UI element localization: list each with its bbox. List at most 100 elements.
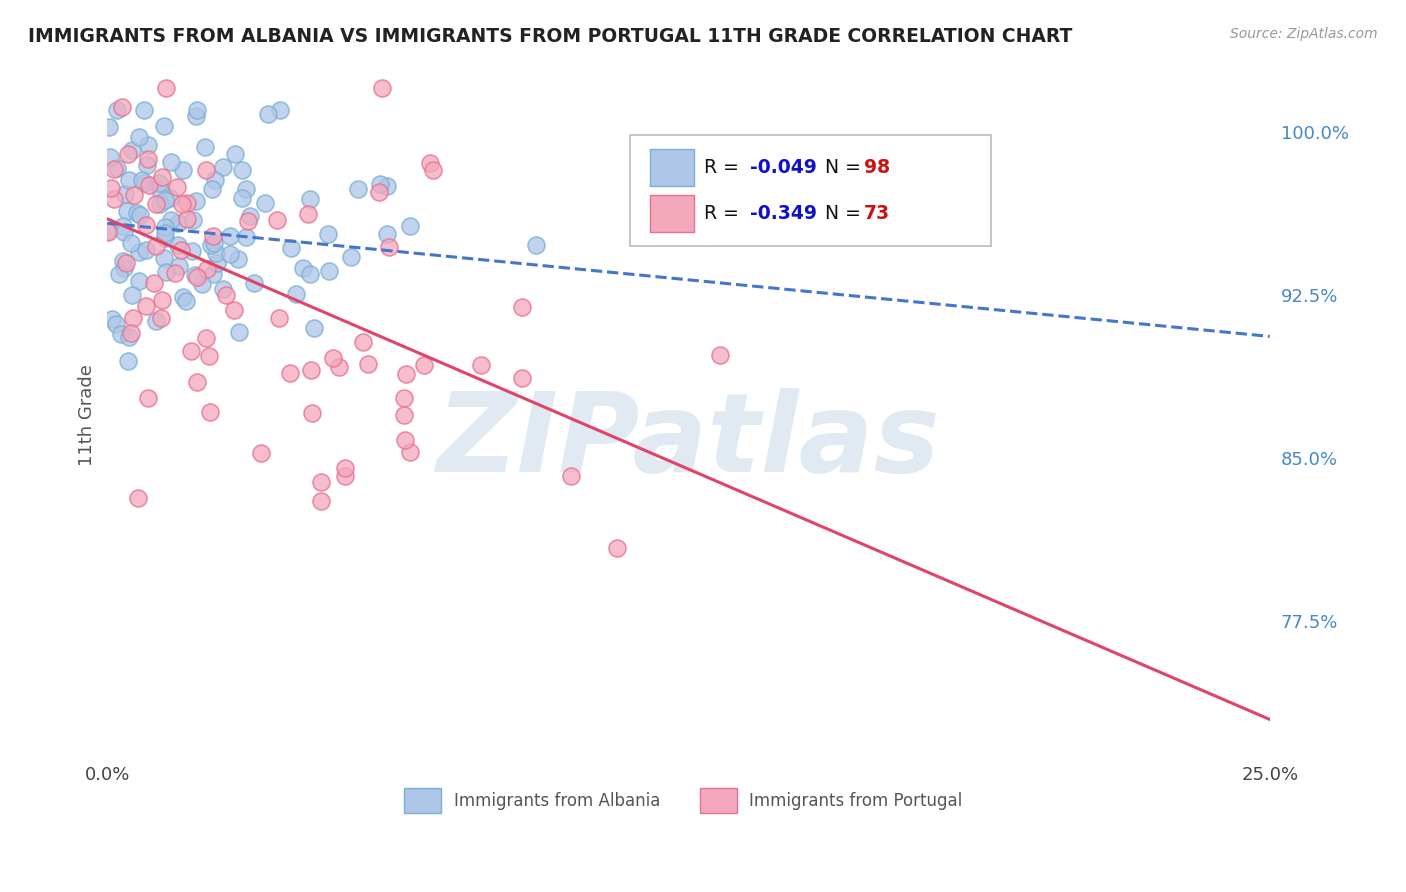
Point (128, 274, 150, 288)
Point (128, 244, 150, 259)
Point (356, 357, 378, 371)
Bar (650, 149, 695, 186)
Point (228, 325, 250, 339)
Point (170, 243, 193, 257)
Point (121, 288, 143, 302)
Point (328, 359, 350, 374)
Point (155, 265, 177, 279)
Point (219, 228, 242, 243)
Point (309, 475, 332, 489)
Point (333, 460, 356, 475)
Point (111, 100, 134, 114)
Point (269, 103, 291, 117)
Point (111, 253, 134, 268)
Point (159, 212, 181, 227)
Point (299, 362, 322, 376)
Point (201, 182, 224, 196)
Point (160, 155, 183, 169)
Point (204, 172, 226, 186)
Point (166, 216, 188, 230)
Point (375, 227, 398, 242)
Bar (650, 194, 695, 232)
Point (278, 366, 301, 380)
Point (112, 219, 135, 234)
Point (510, 300, 533, 314)
Point (135, 299, 157, 313)
Point (149, 183, 172, 197)
Point (254, 195, 277, 210)
Point (377, 240, 399, 254)
Point (117, 147, 139, 161)
Point (205, 245, 228, 260)
Point (153, 251, 176, 265)
Point (394, 391, 416, 405)
Point (174, 294, 197, 309)
Bar (700, 788, 737, 814)
Text: Source: ZipAtlas.com: Source: ZipAtlas.com (1230, 27, 1378, 41)
Point (510, 370, 533, 384)
Point (302, 321, 325, 335)
Text: N =: N = (824, 158, 866, 177)
Point (131, 173, 153, 187)
Text: Immigrants from Albania: Immigrants from Albania (454, 791, 661, 810)
Point (395, 368, 418, 382)
Point (195, 262, 218, 277)
Point (394, 434, 416, 448)
Point (101, 312, 124, 326)
Point (115, 203, 138, 218)
Point (399, 219, 422, 233)
Point (112, 226, 135, 240)
FancyBboxPatch shape (630, 135, 991, 246)
Point (226, 252, 249, 266)
Point (231, 162, 253, 177)
Text: IMMIGRANTS FROM ALBANIA VS IMMIGRANTS FROM PORTUGAL 11TH GRADE CORRELATION CHART: IMMIGRANTS FROM ALBANIA VS IMMIGRANTS FR… (28, 27, 1073, 45)
Point (524, 238, 547, 252)
Point (399, 445, 422, 459)
Point (368, 177, 391, 191)
Text: R =: R = (703, 204, 745, 223)
Point (560, 469, 582, 483)
Point (236, 213, 259, 227)
Point (183, 213, 205, 227)
Text: 98: 98 (865, 158, 890, 177)
Point (155, 230, 177, 244)
Point (197, 349, 219, 363)
Point (127, 491, 149, 505)
Point (470, 358, 492, 372)
Point (135, 244, 157, 258)
Point (269, 311, 291, 326)
Text: Immigrants from Portugal: Immigrants from Portugal (749, 791, 962, 810)
Point (136, 152, 159, 166)
Point (153, 226, 176, 240)
Point (166, 237, 188, 252)
Point (709, 347, 731, 361)
Point (318, 264, 340, 278)
Point (149, 310, 172, 325)
Point (205, 255, 228, 269)
Point (419, 156, 441, 170)
Point (153, 219, 176, 234)
Point (159, 191, 181, 205)
Point (132, 177, 155, 191)
Point (136, 158, 159, 172)
Point (170, 197, 193, 211)
Point (194, 140, 217, 154)
Point (118, 329, 141, 343)
Point (145, 314, 167, 328)
Point (200, 405, 222, 419)
Point (97, 225, 120, 239)
Point (298, 267, 321, 281)
Point (298, 192, 321, 206)
Point (105, 103, 128, 117)
Point (138, 178, 160, 193)
Y-axis label: 11th Grade: 11th Grade (79, 364, 96, 466)
Point (186, 103, 208, 117)
Point (107, 267, 129, 281)
Point (100, 181, 122, 195)
Point (371, 81, 394, 95)
Point (129, 209, 152, 223)
Point (155, 81, 177, 95)
Point (149, 197, 172, 211)
Point (202, 229, 225, 244)
Point (125, 206, 148, 220)
